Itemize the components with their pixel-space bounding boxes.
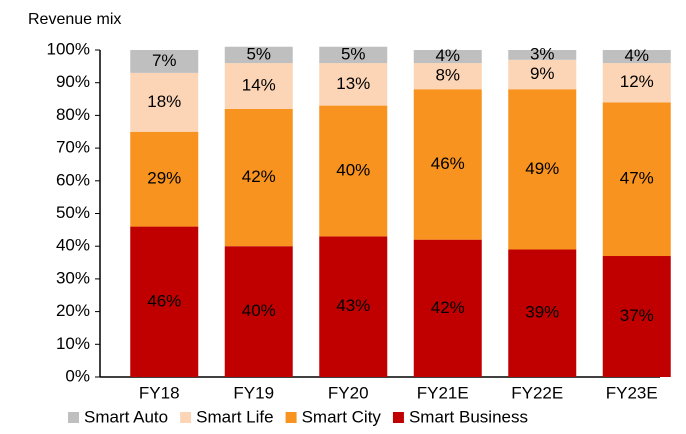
- legend-swatch: [180, 412, 192, 423]
- y-tick-label: 70%: [56, 138, 90, 157]
- legend-swatch: [285, 412, 297, 423]
- data-label: 7%: [152, 51, 177, 70]
- bar-segment: [413, 50, 482, 64]
- legend-label: Smart Business: [409, 407, 528, 426]
- data-label: 8%: [435, 66, 460, 85]
- bar-segment: [224, 63, 293, 109]
- data-label: 12%: [620, 72, 654, 91]
- bar-segment: [224, 108, 293, 247]
- legend-label: Smart Life: [196, 407, 273, 426]
- bar-segment: [508, 59, 577, 90]
- data-label: 14%: [242, 75, 276, 94]
- x-tick-label: FY18: [139, 383, 180, 402]
- bar-segment: [224, 246, 293, 377]
- bar-segment: [508, 249, 577, 377]
- y-tick-label: 60%: [56, 170, 90, 189]
- bar-segment: [602, 50, 671, 64]
- data-label: 42%: [431, 298, 465, 317]
- x-tick-label: FY23E: [606, 383, 658, 402]
- legend-swatch: [68, 412, 79, 423]
- y-tick-label: 30%: [56, 268, 90, 287]
- bar-segment: [130, 50, 199, 73]
- bar-segment: [319, 46, 388, 64]
- data-label: 13%: [336, 74, 370, 93]
- bar-segment: [130, 131, 199, 227]
- x-tick-label: FY22E: [511, 383, 563, 402]
- data-label: 40%: [336, 160, 370, 179]
- y-tick-label: 100%: [47, 39, 90, 58]
- data-label: 49%: [525, 159, 559, 178]
- bar-segment: [413, 63, 482, 90]
- y-tick-label: 90%: [56, 72, 90, 91]
- bar-segment: [602, 63, 671, 103]
- data-label: 5%: [246, 44, 271, 63]
- y-tick-label: 20%: [56, 301, 90, 320]
- data-label: 4%: [435, 46, 460, 65]
- bar-segment: [602, 256, 671, 377]
- bar-segment: [413, 89, 482, 240]
- y-tick-label: 0%: [65, 366, 90, 385]
- data-label: 40%: [242, 301, 276, 320]
- data-label: 18%: [147, 92, 181, 111]
- data-label: 5%: [341, 44, 366, 63]
- bar-segment: [602, 102, 671, 257]
- y-tick-label: 10%: [56, 334, 90, 353]
- data-label: 46%: [431, 154, 465, 173]
- y-tick-label: 50%: [56, 203, 90, 222]
- data-label: 47%: [620, 169, 654, 188]
- bar-segment: [130, 72, 199, 132]
- y-tick-label: 40%: [56, 236, 90, 255]
- bar-segment: [508, 50, 577, 60]
- bar-segment: [413, 239, 482, 377]
- data-label: 9%: [530, 64, 555, 83]
- chart-title: Revenue mix: [28, 11, 121, 28]
- bar-segment: [319, 236, 388, 377]
- bar-segment: [319, 105, 388, 237]
- y-tick-label: 80%: [56, 105, 90, 124]
- data-label: 42%: [242, 167, 276, 186]
- data-label: 4%: [624, 46, 649, 65]
- data-label: 46%: [147, 291, 181, 310]
- x-tick-label: FY21E: [417, 383, 469, 402]
- x-tick-label: FY19: [233, 383, 274, 402]
- data-label: 37%: [620, 306, 654, 325]
- bar-segment: [130, 226, 199, 377]
- data-label: 43%: [336, 296, 370, 315]
- legend-label: Smart Auto: [84, 407, 168, 426]
- x-tick-label: FY20: [328, 383, 369, 402]
- legend-label: Smart City: [302, 407, 382, 426]
- legend-swatch: [392, 412, 404, 423]
- bar-segment: [224, 46, 293, 64]
- bar-segment: [319, 63, 388, 106]
- bar-segment: [508, 89, 577, 250]
- data-label: 29%: [147, 169, 181, 188]
- data-label: 39%: [525, 303, 559, 322]
- data-label: 3%: [530, 44, 555, 63]
